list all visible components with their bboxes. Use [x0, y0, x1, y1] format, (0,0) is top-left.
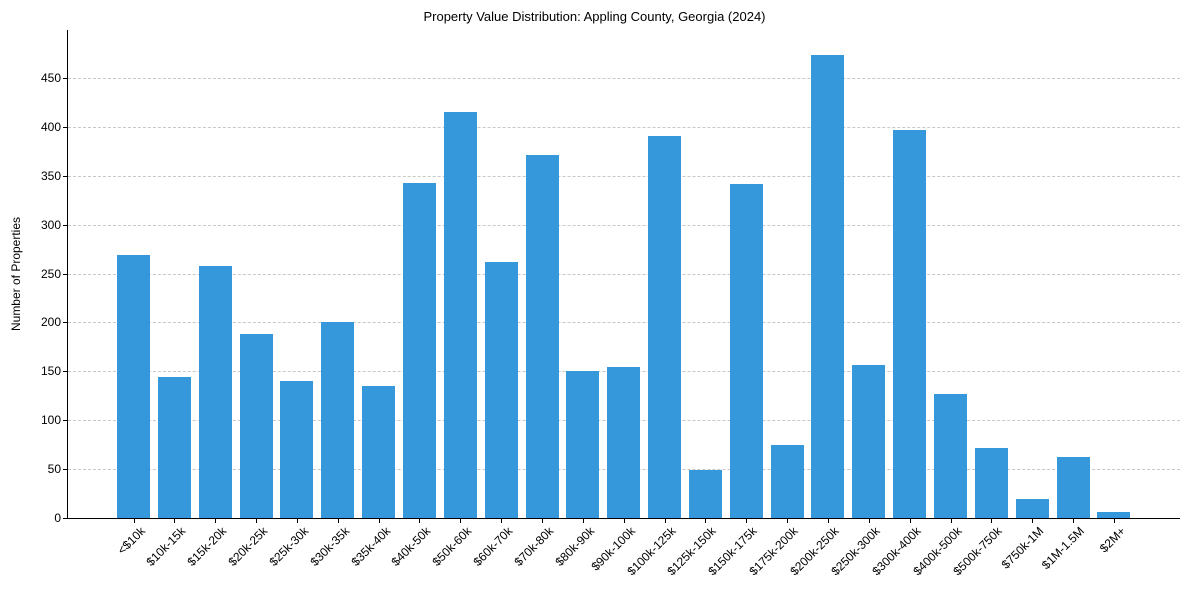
x-tick-mark: [624, 519, 625, 523]
bar: [280, 381, 314, 518]
x-tick-mark: [910, 519, 911, 523]
bar: [893, 129, 927, 518]
y-tick-mark: [63, 420, 67, 421]
x-tick-label: $35k-40k: [348, 524, 393, 569]
y-tick-label: 400: [40, 120, 61, 134]
y-tick-label: 250: [40, 267, 61, 281]
gridline: [68, 322, 1180, 323]
bar: [402, 182, 436, 518]
x-tick-label: $2M+: [1096, 524, 1129, 556]
bar: [811, 54, 845, 518]
bar: [117, 254, 150, 518]
y-tick-label: 0: [54, 511, 61, 525]
y-tick-label: 150: [40, 364, 61, 378]
x-tick-mark: [419, 519, 420, 523]
x-tick-label: $30k-35k: [307, 524, 353, 569]
gridline: [68, 274, 1180, 275]
x-tick-label: <$10k: [114, 524, 148, 558]
y-tick-mark: [63, 176, 67, 177]
bar: [321, 322, 355, 518]
x-tick-label: $10k-15k: [143, 524, 189, 569]
bar: [688, 470, 722, 518]
x-tick-mark: [869, 519, 870, 523]
bar: [566, 371, 600, 518]
x-tick-label: $20k-25k: [225, 524, 271, 569]
bar: [852, 365, 886, 518]
x-tick-mark: [215, 519, 216, 523]
x-tick-mark: [1032, 519, 1033, 523]
gridline: [68, 176, 1180, 177]
y-tick-mark: [63, 274, 67, 275]
y-axis-line: [67, 30, 68, 519]
x-tick-mark: [705, 519, 706, 523]
x-tick-label: $70k-80k: [511, 524, 557, 569]
y-tick-mark: [63, 469, 67, 470]
y-tick-mark: [63, 225, 67, 226]
x-tick-mark: [338, 519, 339, 523]
bar: [362, 386, 396, 518]
chart-title: Property Value Distribution: Appling Cou…: [423, 9, 766, 24]
x-tick-mark: [1073, 519, 1074, 523]
y-tick-label: 300: [40, 218, 61, 232]
x-tick-mark: [174, 519, 175, 523]
x-tick-mark: [991, 519, 992, 523]
gridline: [68, 225, 1180, 226]
x-tick-mark: [583, 519, 584, 523]
y-tick-label: 350: [40, 169, 61, 183]
y-tick-mark: [63, 127, 67, 128]
gridline: [68, 127, 1180, 128]
x-tick-label: $50k-60k: [429, 524, 475, 569]
x-tick-mark: [665, 519, 666, 523]
y-tick-mark: [63, 371, 67, 372]
bar: [1056, 457, 1090, 518]
gridline: [68, 78, 1180, 79]
bar: [1015, 499, 1049, 518]
x-tick-label: $25k-30k: [266, 524, 312, 569]
x-tick-mark: [501, 519, 502, 523]
bar: [729, 183, 763, 518]
bar: [770, 444, 804, 518]
x-tick-mark: [1114, 519, 1115, 523]
bar: [974, 447, 1008, 518]
bar: [934, 393, 967, 518]
y-tick-mark: [63, 78, 67, 79]
x-tick-label: $1M-1.5M: [1038, 524, 1087, 573]
x-tick-mark: [542, 519, 543, 523]
bar: [484, 261, 518, 518]
bar: [607, 367, 641, 518]
x-tick-mark: [256, 519, 257, 523]
x-tick-label: $750k-1M: [998, 524, 1047, 572]
bar: [239, 334, 273, 518]
x-tick-mark: [460, 519, 461, 523]
x-tick-mark: [379, 519, 380, 523]
y-tick-label: 50: [47, 462, 61, 476]
x-tick-mark: [297, 519, 298, 523]
y-tick-mark: [63, 518, 67, 519]
bar: [443, 112, 477, 518]
y-tick-label: 200: [40, 315, 61, 329]
x-tick-label: $60k-70k: [470, 524, 516, 569]
bar: [198, 265, 232, 518]
x-tick-mark: [134, 519, 135, 523]
y-tick-label: 100: [40, 413, 61, 427]
x-axis-line: [67, 518, 1180, 519]
x-tick-mark: [746, 519, 747, 523]
bar: [157, 377, 191, 518]
y-tick-label: 450: [40, 71, 61, 85]
bar: [648, 135, 682, 518]
x-tick-mark: [828, 519, 829, 523]
x-tick-label: $40k-50k: [388, 524, 434, 569]
x-tick-mark: [951, 519, 952, 523]
bar: [1097, 512, 1131, 518]
bar: [525, 155, 559, 518]
y-tick-mark: [63, 322, 67, 323]
x-tick-mark: [787, 519, 788, 523]
x-tick-label: $15k-20k: [184, 524, 230, 569]
